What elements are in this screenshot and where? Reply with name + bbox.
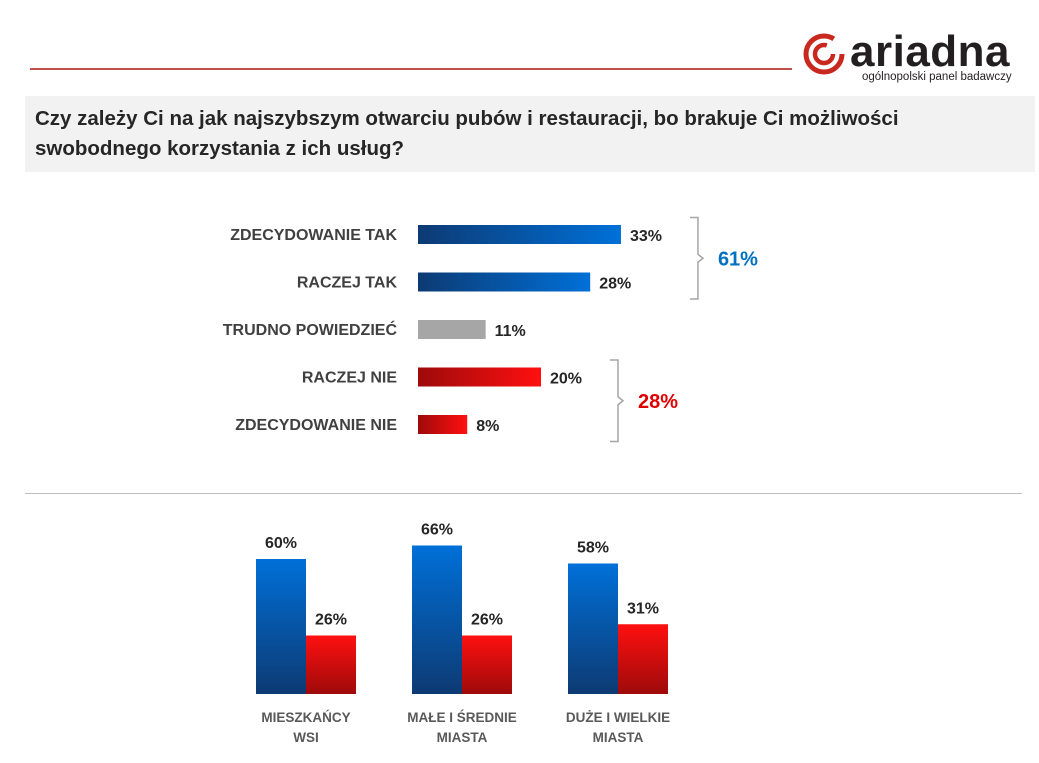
ariadna-logo: ariadna ogólnopolski panel badawczy	[800, 27, 1032, 88]
top-divider	[30, 68, 792, 70]
ariadna-spiral-icon	[803, 33, 845, 75]
vbar-nie-0	[306, 635, 356, 694]
logo-tagline: ogólnopolski panel badawczy	[862, 71, 1012, 83]
hbar-2	[418, 320, 486, 339]
question-text: Czy zależy Ci na jak najszybszym otwarci…	[35, 107, 899, 160]
group-total-label: 61%	[718, 248, 758, 270]
group-bracket	[689, 216, 705, 300]
vbar-value-label: 31%	[627, 600, 659, 617]
hbar-value-label: 28%	[599, 276, 631, 293]
hbar-1	[418, 272, 591, 292]
vbar-category-label: MIESZKAŃCY	[261, 710, 350, 725]
hbar-3	[418, 367, 541, 387]
vbar-tak-1	[412, 545, 462, 694]
hbar-category-label: RACZEJ NIE	[302, 370, 397, 387]
vbar-value-label: 60%	[265, 535, 297, 552]
group-total-label: 28%	[638, 391, 678, 413]
horizontal-bar-chart: ZDECYDOWANIE TAK 33% RACZEJ TAK 28% TRUDNO P…	[223, 216, 758, 443]
vbar-tak-0	[256, 559, 306, 694]
vertical-bar-chart: 60% 26% MIESZKAŃCY WSI 66% 26% MAŁE I ŚREDNIE M…	[256, 522, 670, 745]
vbar-category-label: MAŁE I ŚREDNIE	[407, 710, 517, 725]
hbar-value-label: 11%	[495, 323, 526, 340]
logo-wordmark: ariadna	[850, 27, 1011, 76]
vbar-tak-2	[568, 563, 618, 694]
hbar-category-label: ZDECYDOWANIE TAK	[230, 227, 397, 244]
hbar-4	[418, 415, 468, 434]
hbar-value-label: 33%	[630, 228, 662, 245]
hbar-category-label: RACZEJ TAK	[297, 275, 398, 292]
vbar-category-label: MIASTA	[593, 730, 644, 745]
hbar-category-label: TRUDNO POWIEDZIEĆ	[223, 320, 398, 339]
question-banner: Czy zależy Ci na jak najszybszym otwarci…	[25, 96, 1035, 172]
section-divider	[25, 493, 1022, 494]
vbar-value-label: 58%	[577, 540, 609, 557]
vbar-value-label: 26%	[315, 612, 347, 629]
vbar-value-label: 26%	[471, 612, 503, 629]
vbar-nie-1	[462, 635, 512, 694]
hbar-category-label: ZDECYDOWANIE NIE	[235, 417, 397, 434]
hbar-value-label: 20%	[550, 371, 582, 388]
vbar-category-label: DUŻE I WIELKIE	[566, 710, 670, 725]
vbar-category-label: WSI	[293, 730, 319, 745]
group-bracket	[610, 359, 625, 443]
hbar-0	[418, 225, 621, 244]
vbar-category-label: MIASTA	[437, 730, 488, 745]
vbar-value-label: 66%	[421, 522, 453, 539]
hbar-value-label: 8%	[476, 418, 499, 435]
vbar-nie-2	[618, 624, 668, 694]
